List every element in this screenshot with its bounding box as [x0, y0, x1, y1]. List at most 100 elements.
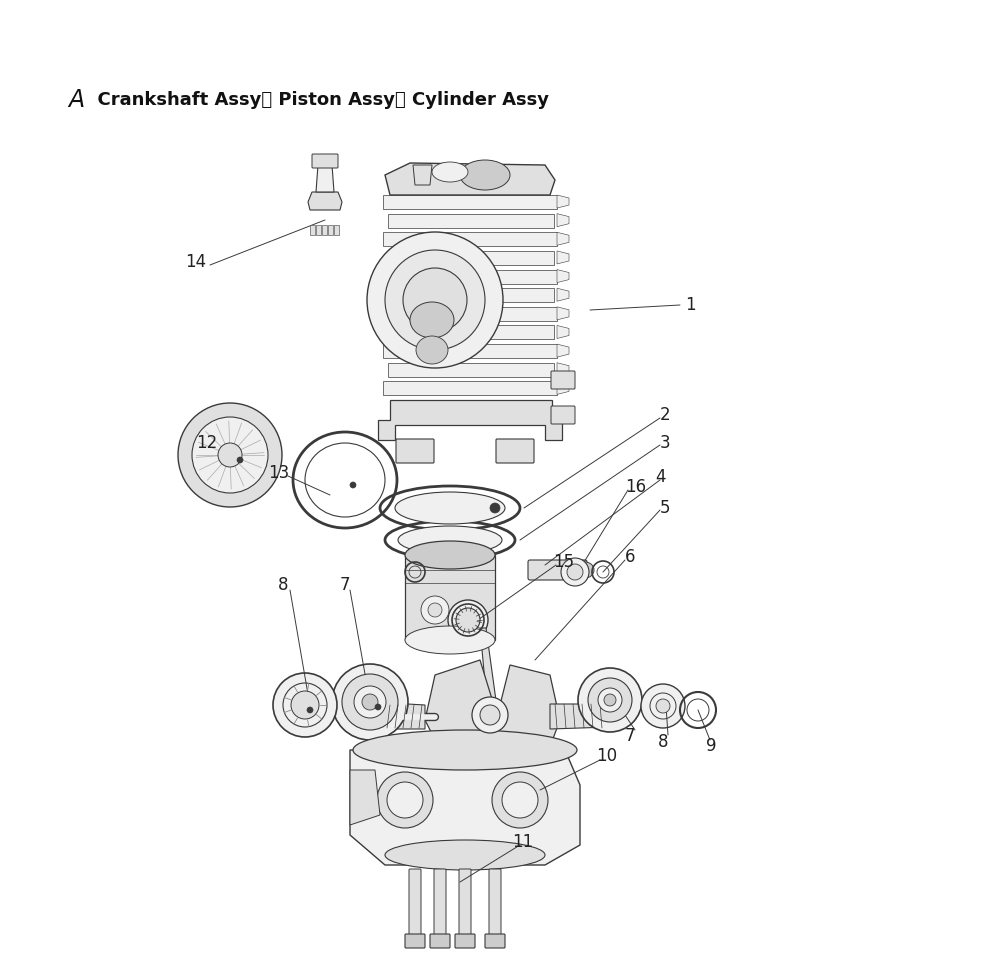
Circle shape	[567, 564, 583, 580]
Polygon shape	[383, 381, 557, 396]
FancyBboxPatch shape	[489, 869, 501, 936]
Polygon shape	[388, 214, 554, 227]
FancyBboxPatch shape	[459, 869, 471, 936]
Circle shape	[641, 684, 685, 728]
Text: 2: 2	[660, 406, 671, 424]
Text: 3: 3	[660, 434, 671, 452]
FancyBboxPatch shape	[396, 439, 434, 463]
Polygon shape	[328, 225, 333, 235]
Polygon shape	[557, 270, 569, 282]
Text: 4: 4	[655, 468, 666, 486]
Polygon shape	[385, 163, 555, 195]
Ellipse shape	[410, 302, 454, 338]
Circle shape	[492, 772, 548, 828]
Ellipse shape	[576, 562, 594, 578]
Polygon shape	[350, 750, 580, 865]
Ellipse shape	[395, 492, 505, 524]
Polygon shape	[382, 703, 425, 729]
Polygon shape	[383, 232, 557, 247]
Ellipse shape	[416, 336, 448, 364]
Ellipse shape	[192, 417, 268, 493]
FancyBboxPatch shape	[528, 560, 587, 580]
Text: 13: 13	[268, 464, 289, 482]
FancyBboxPatch shape	[434, 869, 446, 936]
Polygon shape	[316, 165, 334, 192]
Circle shape	[354, 686, 386, 718]
FancyBboxPatch shape	[405, 934, 425, 948]
Circle shape	[421, 596, 449, 624]
Circle shape	[237, 457, 243, 463]
Ellipse shape	[405, 626, 495, 654]
FancyBboxPatch shape	[409, 869, 421, 936]
Ellipse shape	[398, 526, 502, 554]
Text: 9: 9	[706, 737, 716, 755]
Text: A: A	[68, 88, 84, 112]
FancyBboxPatch shape	[496, 439, 534, 463]
Text: 15: 15	[553, 553, 574, 571]
Polygon shape	[557, 288, 569, 302]
Polygon shape	[334, 225, 339, 235]
Ellipse shape	[367, 232, 503, 368]
Text: 6: 6	[625, 548, 636, 566]
Polygon shape	[550, 704, 610, 729]
Polygon shape	[316, 225, 321, 235]
Circle shape	[598, 688, 622, 712]
Circle shape	[656, 699, 670, 713]
Text: 11: 11	[512, 833, 533, 851]
Polygon shape	[383, 195, 557, 209]
Text: 5: 5	[660, 499, 670, 517]
Polygon shape	[557, 363, 569, 376]
Circle shape	[350, 482, 356, 488]
Ellipse shape	[385, 840, 545, 870]
Polygon shape	[383, 307, 557, 321]
Circle shape	[387, 782, 423, 818]
Text: 14: 14	[185, 253, 206, 271]
Ellipse shape	[460, 160, 510, 190]
Polygon shape	[388, 250, 554, 265]
FancyBboxPatch shape	[485, 934, 505, 948]
FancyBboxPatch shape	[312, 154, 338, 168]
Polygon shape	[480, 628, 498, 715]
Polygon shape	[388, 288, 554, 302]
Ellipse shape	[432, 162, 468, 182]
Polygon shape	[495, 665, 560, 765]
Ellipse shape	[218, 443, 242, 467]
Circle shape	[291, 691, 319, 719]
Polygon shape	[557, 381, 569, 395]
Polygon shape	[557, 326, 569, 338]
Circle shape	[588, 678, 632, 722]
Polygon shape	[383, 344, 557, 358]
Polygon shape	[405, 555, 495, 640]
Text: 8: 8	[658, 733, 668, 751]
Ellipse shape	[353, 730, 577, 770]
Text: 16: 16	[625, 478, 646, 496]
Circle shape	[561, 558, 589, 586]
Polygon shape	[310, 225, 315, 235]
Polygon shape	[322, 225, 327, 235]
Polygon shape	[557, 232, 569, 246]
FancyBboxPatch shape	[551, 371, 575, 389]
Circle shape	[377, 772, 433, 828]
Ellipse shape	[385, 250, 485, 350]
Text: 7: 7	[340, 576, 351, 594]
Polygon shape	[557, 250, 569, 264]
Circle shape	[362, 694, 378, 710]
Polygon shape	[413, 165, 432, 185]
Polygon shape	[350, 770, 380, 825]
Polygon shape	[557, 195, 569, 208]
Text: 7: 7	[625, 727, 636, 745]
Circle shape	[578, 668, 642, 732]
Polygon shape	[557, 214, 569, 226]
Polygon shape	[308, 192, 342, 210]
Polygon shape	[378, 400, 562, 440]
Circle shape	[428, 603, 442, 617]
Polygon shape	[557, 344, 569, 357]
FancyBboxPatch shape	[455, 934, 475, 948]
Circle shape	[490, 503, 500, 513]
Ellipse shape	[405, 541, 495, 569]
Text: 10: 10	[596, 747, 617, 765]
Circle shape	[332, 664, 408, 740]
Polygon shape	[388, 326, 554, 339]
Circle shape	[273, 673, 337, 737]
Circle shape	[342, 674, 398, 730]
